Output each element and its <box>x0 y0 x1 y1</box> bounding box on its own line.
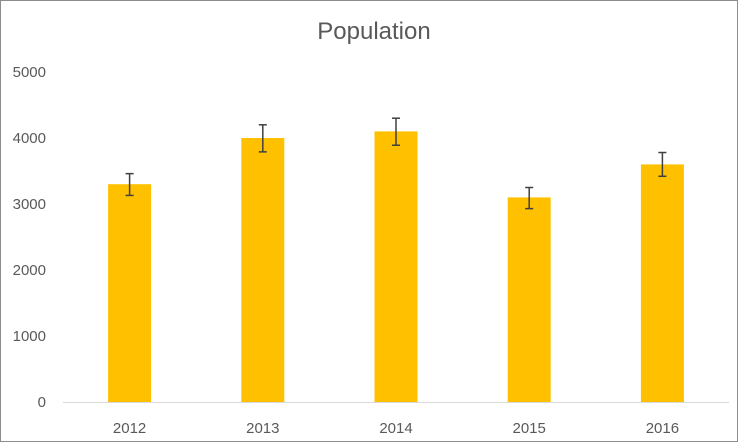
y-axis-ticks: 0 1000 2000 3000 4000 5000 <box>13 64 46 411</box>
y-tick-label: 4000 <box>13 130 46 147</box>
y-tick-label: 3000 <box>13 196 46 213</box>
y-tick-label: 1000 <box>13 328 46 345</box>
error-bar-2016 <box>658 151 667 178</box>
x-tick-label: 2012 <box>113 420 146 437</box>
y-tick-label: 2000 <box>13 262 46 279</box>
y-tick-label: 5000 <box>13 64 46 81</box>
x-tick-label: 2015 <box>513 420 546 437</box>
error-bar-2014 <box>392 117 400 147</box>
x-tick-label: 2014 <box>379 420 412 437</box>
x-tick-label: 2016 <box>646 420 679 437</box>
x-axis-ticks: 2012 2013 2014 2015 2016 <box>113 420 679 437</box>
x-tick-label: 2013 <box>246 420 279 437</box>
bar-2014 <box>374 131 418 402</box>
error-bars <box>125 117 667 210</box>
bar-2016 <box>640 164 684 402</box>
error-bar-2013 <box>258 124 267 153</box>
bar-2015 <box>507 197 551 402</box>
error-bar-2015 <box>525 186 534 210</box>
error-bar-2012 <box>125 172 134 197</box>
bar-2013 <box>241 138 285 402</box>
chart-title: Population <box>317 18 430 45</box>
y-tick-label: 0 <box>38 394 46 411</box>
bar-2012 <box>108 184 152 402</box>
bars <box>108 131 684 402</box>
